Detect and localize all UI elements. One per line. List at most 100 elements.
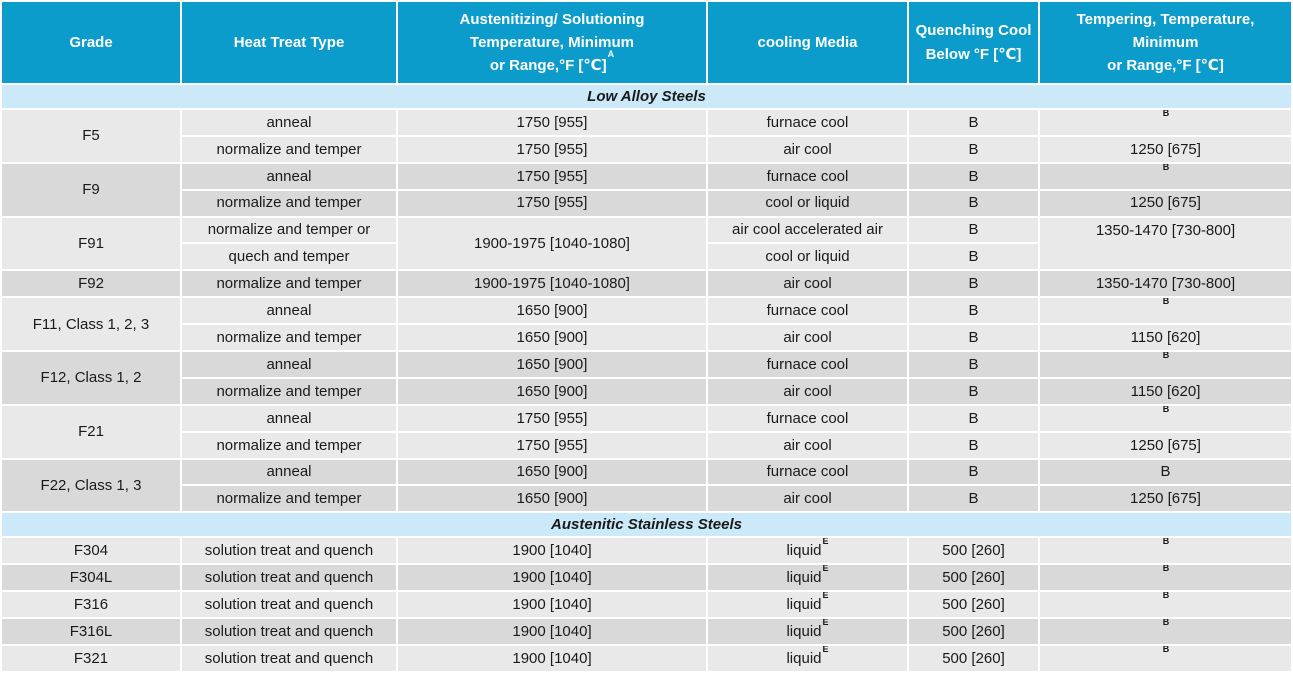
austenitizing-cell: 1750 [955] (398, 163, 706, 189)
footnote-marker-b: B (1162, 592, 1170, 600)
austenitizing-cell: 1750 [955] (398, 405, 706, 431)
table-row: F321 solution treat and quench 1900 [104… (2, 645, 1291, 671)
grade-cell: F21 (2, 405, 180, 458)
quenching-cell: B (909, 325, 1038, 351)
austenitizing-cell: 1650 [900] (398, 352, 706, 377)
cooling-media-cell: air cool (708, 486, 907, 512)
footnote-marker-e: E (822, 619, 829, 627)
cooling-media-cell: furnace cool (708, 459, 907, 485)
footnote-marker-e: E (822, 592, 829, 600)
heat-treat-cell: anneal (182, 352, 396, 377)
cooling-media-cell: liquidE (708, 619, 907, 644)
tempering-cell: 1350-1470 [730-800] (1040, 217, 1291, 270)
tempering-cell: B (1040, 459, 1291, 485)
footnote-marker-b: B (1162, 298, 1170, 307)
grade-cell: F22, Class 1, 3 (2, 459, 180, 512)
austenitizing-cell: 1900 [1040] (398, 619, 706, 644)
grade-cell: F5 (2, 110, 180, 162)
table-row: F22, Class 1, 3 anneal 1650 [900] furnac… (2, 459, 1291, 512)
column-header-label: Tempering, Temperature, Minimum or Range… (1076, 10, 1255, 75)
tempering-cell: 1150 [620] (1040, 378, 1291, 404)
section-title: Low Alloy Steels (2, 85, 1291, 108)
tempering-cell: B (1040, 163, 1291, 189)
footnote-marker-e: E (822, 645, 829, 654)
cooling-media-cell: air cool (708, 271, 907, 297)
table-row: F92 normalize and temper 1900-1975 [1040… (2, 271, 1291, 297)
cooling-media-cell: cool or liquid (708, 244, 907, 270)
tempering-cell: B (1040, 592, 1291, 618)
heat-treat-cell: quech and temper (182, 244, 396, 270)
heat-treat-cell: anneal (182, 459, 396, 485)
tempering-cell: 1350-1470 [730-800] (1040, 271, 1291, 297)
grade-cell: F91 (2, 217, 180, 270)
column-header-quenching-cool: Quenching Cool Below °F [℃] (909, 2, 1038, 83)
quenching-cell: B (909, 459, 1038, 485)
table-row: F21 anneal 1750 [955] furnace cool B B (2, 405, 1291, 458)
tempering-cell: B (1040, 645, 1291, 671)
grade-cell: F316L (2, 619, 180, 644)
grade-cell: F304 (2, 538, 180, 564)
tempering-cell: 1250 [675] (1040, 190, 1291, 216)
austenitizing-cell: 1750 [955] (398, 432, 706, 458)
cooling-media-value: liquid (786, 622, 822, 640)
heat-treat-cell: normalize and temper (182, 486, 396, 512)
column-header-label: cooling Media (757, 33, 858, 51)
heat-treat-cell: normalize and temper (182, 325, 396, 351)
column-header-label: Grade (69, 33, 113, 51)
grade-cell: F9 (2, 163, 180, 216)
grade-cell: F12, Class 1, 2 (2, 352, 180, 404)
austenitizing-cell: 1900-1975 [1040-1080] (398, 217, 706, 270)
column-header-austenitizing-temperature: Austenitizing/ Solutioning Temperature, … (398, 2, 706, 83)
table-row: F316L solution treat and quench 1900 [10… (2, 619, 1291, 644)
footnote-marker-a: A (607, 49, 615, 60)
cooling-media-cell: air cool accelerated air (708, 217, 907, 243)
tempering-cell: B (1040, 110, 1291, 135)
tempering-cell: 1250 [675] (1040, 432, 1291, 458)
austenitizing-cell: 1650 [900] (398, 378, 706, 404)
footnote-marker-b: B (1162, 163, 1170, 172)
austenitizing-cell: 1650 [900] (398, 298, 706, 324)
cooling-media-cell: air cool (708, 136, 907, 162)
footnote-marker-b: B (1162, 352, 1170, 360)
table-row: normalize and temper 1750 [955] air cool… (2, 432, 1291, 458)
column-header-label: Quenching Cool Below °F [℃] (915, 22, 1032, 63)
tempering-cell: 1150 [620] (1040, 325, 1291, 351)
footnote-marker-b: B (1162, 645, 1170, 654)
quenching-cell: B (909, 298, 1038, 324)
column-header-heat-treat-type: Heat Treat Type (182, 2, 396, 83)
table-row: F11, Class 1, 2, 3 anneal 1650 [900] fur… (2, 298, 1291, 351)
grade-cell: F92 (2, 271, 180, 297)
table-row: F316 solution treat and quench 1900 [104… (2, 592, 1291, 618)
cooling-media-value: liquid (786, 595, 822, 613)
heat-treat-cell: anneal (182, 163, 396, 189)
heat-treat-cell: anneal (182, 110, 396, 135)
austenitizing-cell: 1650 [900] (398, 325, 706, 351)
cooling-media-cell: air cool (708, 378, 907, 404)
cooling-media-cell: cool or liquid (708, 190, 907, 216)
austenitizing-cell: 1750 [955] (398, 136, 706, 162)
column-header-grade: Grade (2, 2, 180, 83)
quenching-cell: B (909, 190, 1038, 216)
footnote-marker-e: E (822, 565, 829, 574)
cooling-media-cell: furnace cool (708, 298, 907, 324)
table-row: normalize and temper 1750 [955] cool or … (2, 190, 1291, 216)
cooling-media-cell: liquidE (708, 538, 907, 564)
quenching-cell: B (909, 163, 1038, 189)
footnote-marker-e: E (822, 538, 829, 547)
austenitizing-cell: 1900 [1040] (398, 645, 706, 671)
quenching-cell: B (909, 244, 1038, 270)
grade-cell: F316 (2, 592, 180, 618)
heat-treat-cell: solution treat and quench (182, 592, 396, 618)
column-header-label: Heat Treat Type (233, 33, 345, 51)
austenitizing-cell: 1900 [1040] (398, 538, 706, 564)
heat-treat-cell: solution treat and quench (182, 645, 396, 671)
cooling-media-cell: air cool (708, 432, 907, 458)
quenching-cell: B (909, 486, 1038, 512)
cooling-media-cell: furnace cool (708, 352, 907, 377)
footnote-marker-b: B (1162, 538, 1170, 547)
table-row: F304L solution treat and quench 1900 [10… (2, 565, 1291, 591)
quenching-cell: B (909, 271, 1038, 297)
section-header-austenitic-stainless-steels: Austenitic Stainless Steels (2, 513, 1291, 537)
table-row: normalize and temper 1650 [900] air cool… (2, 486, 1291, 512)
cooling-media-cell: furnace cool (708, 405, 907, 431)
